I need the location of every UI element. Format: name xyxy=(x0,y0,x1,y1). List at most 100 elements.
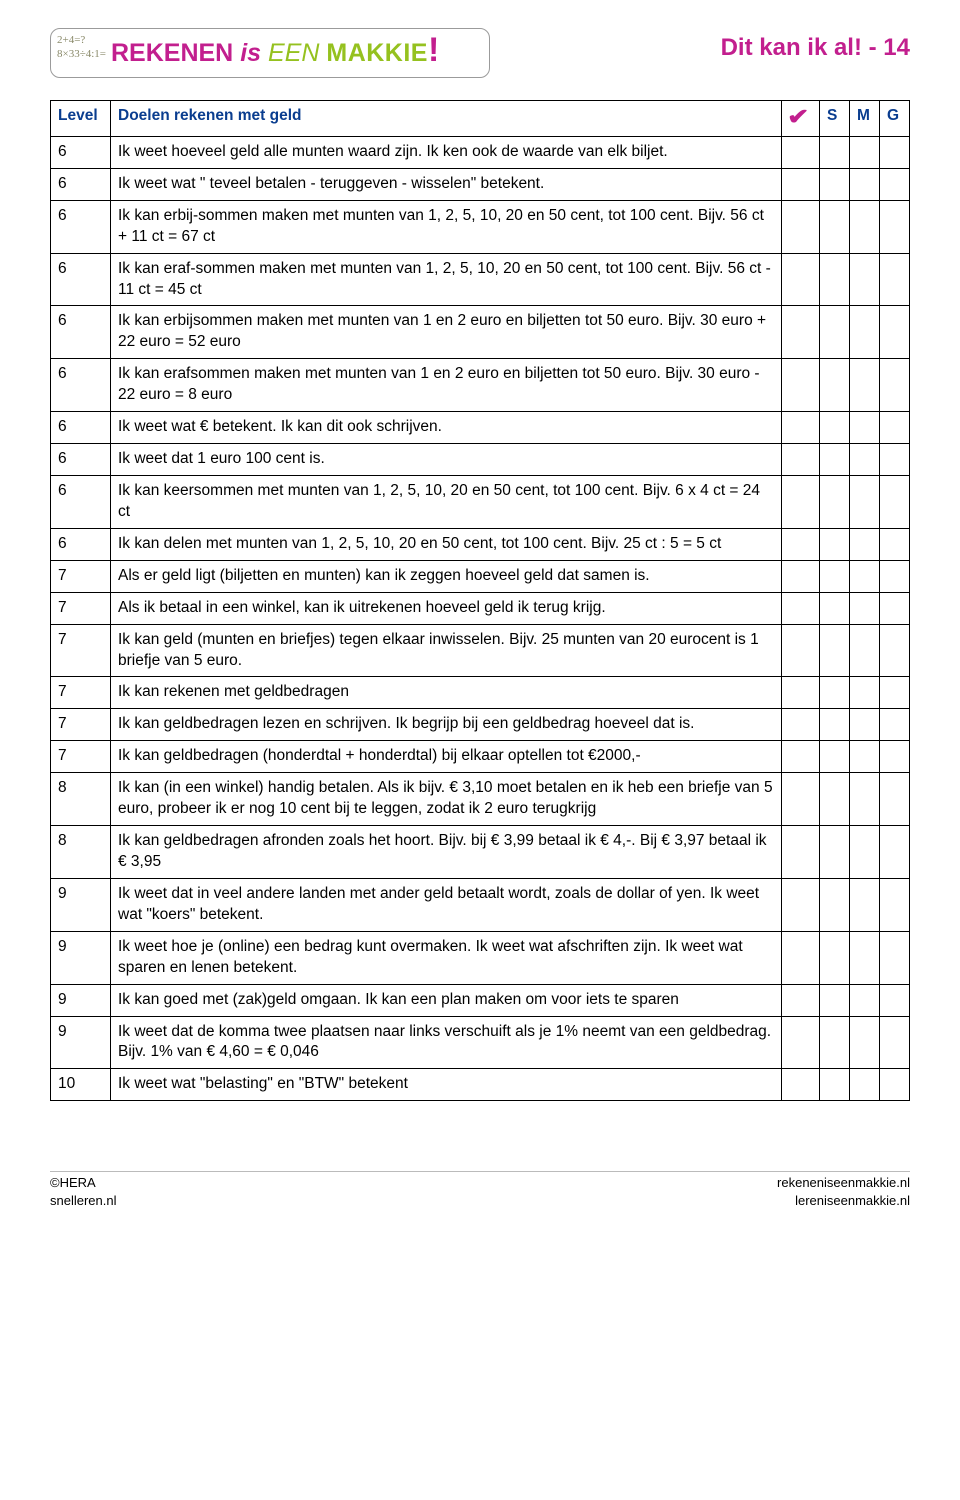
cell-m[interactable] xyxy=(850,306,880,359)
cell-check[interactable] xyxy=(782,878,820,931)
cell-g[interactable] xyxy=(880,528,910,560)
cell-m[interactable] xyxy=(850,826,880,879)
cell-m[interactable] xyxy=(850,709,880,741)
cell-g[interactable] xyxy=(880,624,910,677)
cell-s[interactable] xyxy=(820,1069,850,1101)
cell-check[interactable] xyxy=(782,592,820,624)
cell-g[interactable] xyxy=(880,878,910,931)
cell-s[interactable] xyxy=(820,826,850,879)
cell-m[interactable] xyxy=(850,677,880,709)
cell-m[interactable] xyxy=(850,253,880,306)
cell-m[interactable] xyxy=(850,1069,880,1101)
cell-check[interactable] xyxy=(782,741,820,773)
cell-check[interactable] xyxy=(782,826,820,879)
cell-check[interactable] xyxy=(782,677,820,709)
cell-check[interactable] xyxy=(782,624,820,677)
cell-m[interactable] xyxy=(850,1016,880,1069)
cell-check[interactable] xyxy=(782,306,820,359)
cell-goal: Ik kan delen met munten van 1, 2, 5, 10,… xyxy=(111,528,782,560)
cell-g[interactable] xyxy=(880,741,910,773)
cell-check[interactable] xyxy=(782,136,820,168)
cell-s[interactable] xyxy=(820,475,850,528)
cell-s[interactable] xyxy=(820,359,850,412)
cell-g[interactable] xyxy=(880,412,910,444)
cell-m[interactable] xyxy=(850,475,880,528)
table-row: 6Ik kan keersommen met munten van 1, 2, … xyxy=(51,475,910,528)
cell-level: 6 xyxy=(51,200,111,253)
cell-s[interactable] xyxy=(820,253,850,306)
cell-g[interactable] xyxy=(880,592,910,624)
cell-check[interactable] xyxy=(782,560,820,592)
cell-check[interactable] xyxy=(782,984,820,1016)
cell-check[interactable] xyxy=(782,444,820,476)
cell-m[interactable] xyxy=(850,444,880,476)
cell-m[interactable] xyxy=(850,412,880,444)
cell-m[interactable] xyxy=(850,741,880,773)
cell-g[interactable] xyxy=(880,359,910,412)
cell-g[interactable] xyxy=(880,773,910,826)
cell-check[interactable] xyxy=(782,168,820,200)
cell-s[interactable] xyxy=(820,624,850,677)
cell-check[interactable] xyxy=(782,412,820,444)
cell-s[interactable] xyxy=(820,984,850,1016)
footer-url-right1: rekeneniseenmakkie.nl xyxy=(777,1175,910,1190)
cell-s[interactable] xyxy=(820,709,850,741)
cell-m[interactable] xyxy=(850,200,880,253)
cell-m[interactable] xyxy=(850,773,880,826)
cell-s[interactable] xyxy=(820,878,850,931)
cell-s[interactable] xyxy=(820,1016,850,1069)
cell-g[interactable] xyxy=(880,1069,910,1101)
cell-m[interactable] xyxy=(850,359,880,412)
cell-g[interactable] xyxy=(880,168,910,200)
cell-g[interactable] xyxy=(880,444,910,476)
table-row: 9Ik kan goed met (zak)geld omgaan. Ik ka… xyxy=(51,984,910,1016)
cell-g[interactable] xyxy=(880,475,910,528)
cell-check[interactable] xyxy=(782,931,820,984)
cell-m[interactable] xyxy=(850,931,880,984)
cell-m[interactable] xyxy=(850,984,880,1016)
cell-check[interactable] xyxy=(782,709,820,741)
cell-g[interactable] xyxy=(880,253,910,306)
cell-m[interactable] xyxy=(850,878,880,931)
cell-s[interactable] xyxy=(820,931,850,984)
cell-s[interactable] xyxy=(820,136,850,168)
table-row: 7Als er geld ligt (biljetten en munten) … xyxy=(51,560,910,592)
cell-g[interactable] xyxy=(880,306,910,359)
cell-s[interactable] xyxy=(820,412,850,444)
cell-m[interactable] xyxy=(850,168,880,200)
cell-m[interactable] xyxy=(850,136,880,168)
cell-s[interactable] xyxy=(820,560,850,592)
cell-g[interactable] xyxy=(880,200,910,253)
cell-s[interactable] xyxy=(820,677,850,709)
cell-g[interactable] xyxy=(880,1016,910,1069)
cell-check[interactable] xyxy=(782,1069,820,1101)
cell-m[interactable] xyxy=(850,592,880,624)
cell-s[interactable] xyxy=(820,592,850,624)
cell-g[interactable] xyxy=(880,136,910,168)
cell-check[interactable] xyxy=(782,359,820,412)
cell-s[interactable] xyxy=(820,444,850,476)
cell-check[interactable] xyxy=(782,773,820,826)
cell-check[interactable] xyxy=(782,200,820,253)
cell-m[interactable] xyxy=(850,528,880,560)
cell-s[interactable] xyxy=(820,741,850,773)
cell-s[interactable] xyxy=(820,168,850,200)
cell-check[interactable] xyxy=(782,253,820,306)
cell-m[interactable] xyxy=(850,560,880,592)
cell-g[interactable] xyxy=(880,560,910,592)
cell-check[interactable] xyxy=(782,475,820,528)
cell-g[interactable] xyxy=(880,709,910,741)
cell-check[interactable] xyxy=(782,1016,820,1069)
cell-g[interactable] xyxy=(880,984,910,1016)
cell-s[interactable] xyxy=(820,773,850,826)
cell-s[interactable] xyxy=(820,200,850,253)
cell-goal: Ik weet wat "belasting" en "BTW" beteken… xyxy=(111,1069,782,1101)
cell-g[interactable] xyxy=(880,931,910,984)
cell-s[interactable] xyxy=(820,528,850,560)
cell-m[interactable] xyxy=(850,624,880,677)
cell-g[interactable] xyxy=(880,677,910,709)
cell-s[interactable] xyxy=(820,306,850,359)
cell-level: 9 xyxy=(51,1016,111,1069)
cell-check[interactable] xyxy=(782,528,820,560)
cell-g[interactable] xyxy=(880,826,910,879)
